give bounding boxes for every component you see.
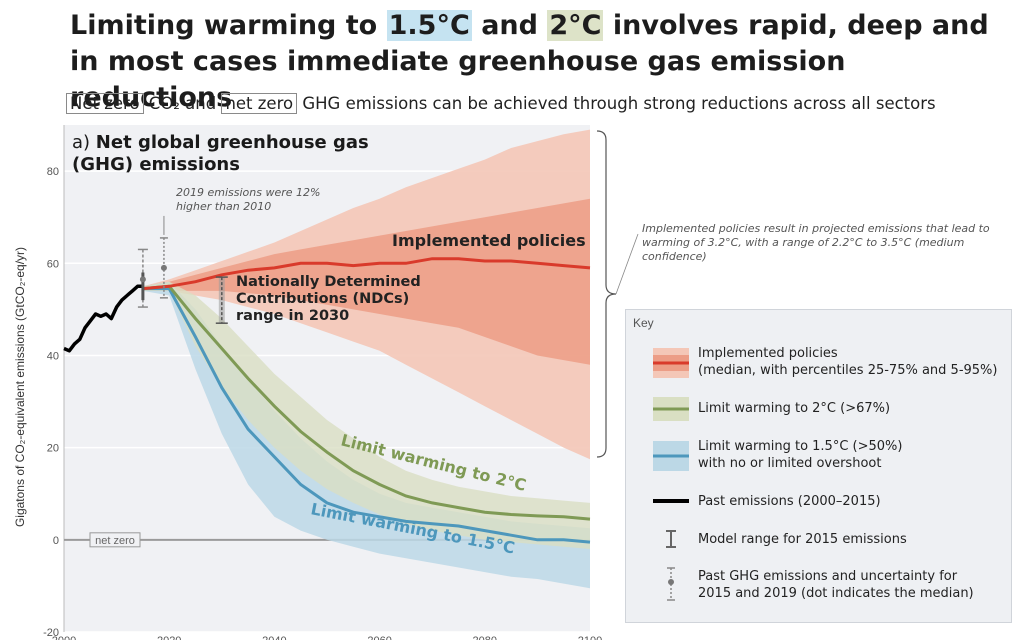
key-model-range-icon: [666, 530, 676, 548]
key-item-model-range: Model range for 2015 emissions: [698, 532, 907, 547]
implemented-range-brace: [596, 130, 617, 458]
key-panel: Key Implemented policies (median, with p…: [625, 309, 1012, 623]
y-tick-label: 60: [47, 258, 59, 270]
net-zero-label: net zero: [95, 535, 135, 547]
y-axis-label: Gigatons of CO₂-equivalent emissions (Gt…: [13, 217, 27, 557]
implemented-band-25-75: [142, 198, 590, 365]
title-highlight-2c: 2°C: [547, 10, 604, 41]
panel-title-text: Net global greenhouse gas (GHG) emission…: [72, 132, 369, 175]
key-item-past-emissions: Past emissions (2000–2015): [698, 494, 881, 509]
title-highlight-1-5c: 1.5°C: [386, 10, 472, 41]
uncertainty-2019-median-dot: [160, 264, 167, 271]
subtitle-mid-2: GHG emissions can be achieved through st…: [297, 94, 936, 113]
key-title: Key: [633, 316, 654, 330]
y-tick-label: 40: [47, 350, 59, 362]
limit-1-5c-median-line: [142, 287, 591, 544]
key-item-past-uncertainty: Past GHG emissions and uncertainty for 2…: [698, 568, 974, 602]
ndc-label: Nationally Determined Contributions (NDC…: [236, 274, 421, 324]
subtitle-net-zero-box-1: Net zero: [66, 93, 144, 114]
x-tick-label: 2080: [473, 635, 497, 640]
model-range-2015-median-dot: [139, 276, 146, 283]
x-tick-label: 2060: [367, 635, 391, 640]
y-tick-label: 20: [47, 443, 59, 455]
key-item-implemented: Implemented policies (median, with perce…: [698, 345, 997, 379]
panel-title: a) Net global greenhouse gas (GHG) emiss…: [72, 132, 372, 176]
y-tick-label: 80: [47, 166, 59, 178]
x-tick-label: 2000: [52, 635, 76, 640]
chart-title: Limiting warming to 1.5°C and 2°C involv…: [70, 8, 1010, 116]
ndc-range-2030-bar: [218, 277, 225, 324]
key-item-implemented-line2: (median, with percentiles 25-75% and 5-9…: [698, 363, 998, 378]
past-emissions-line: [63, 284, 143, 353]
key-item-implemented-line1: Implemented policies: [698, 346, 838, 361]
title-part3: involves rapid, deep and: [603, 10, 989, 41]
x-tick-label: 2020: [157, 635, 181, 640]
key-item-past-uncertainty-line2: 2015 and 2019 (dot indicates the median): [698, 586, 974, 601]
key-item-1-5c: Limit warming to 1.5°C (>50%) with no or…: [698, 438, 902, 472]
net-zero-box: [89, 532, 141, 548]
implemented-policies-label: Implemented policies: [392, 231, 586, 250]
key-symbols: [653, 348, 689, 601]
chart-subtitle: Net zero CO₂ and net zero GHG emissions …: [66, 92, 1016, 116]
x-tick-label: 2100: [578, 635, 602, 640]
side-note-leader: [615, 233, 639, 295]
note-2019-emissions: 2019 emissions were 12% higher than 2010: [176, 186, 321, 213]
title-part1: Limiting warming to: [70, 10, 387, 41]
title-line2: in most cases immediate greenhouse gas e…: [70, 46, 846, 113]
y-tick-label: 0: [53, 535, 59, 547]
key-item-2c: Limit warming to 2°C (>67%): [698, 401, 891, 416]
panel-title-prefix: a): [72, 132, 91, 153]
implemented-policies-side-note: Implemented policies result in projected…: [642, 222, 990, 263]
key-item-past-uncertainty-line1: Past GHG emissions and uncertainty for: [698, 569, 958, 584]
key-item-1-5c-line1: Limit warming to 1.5°C (>50%): [698, 439, 903, 454]
key-item-1-5c-line2: with no or limited overshoot: [698, 456, 882, 471]
y-tick-label: -20: [43, 627, 59, 639]
limit-2c-median-line: [142, 284, 591, 521]
y-axis-label-text: Gigatons of CO₂-equivalent emissions (Gt…: [13, 246, 27, 528]
subtitle-net-zero-box-2: net zero: [221, 93, 298, 114]
key-past-uncertainty-icon: [667, 567, 675, 601]
title-part2: and: [471, 10, 548, 41]
subtitle-mid-1: CO₂ and: [143, 94, 222, 113]
implemented-median-line: [142, 257, 591, 291]
